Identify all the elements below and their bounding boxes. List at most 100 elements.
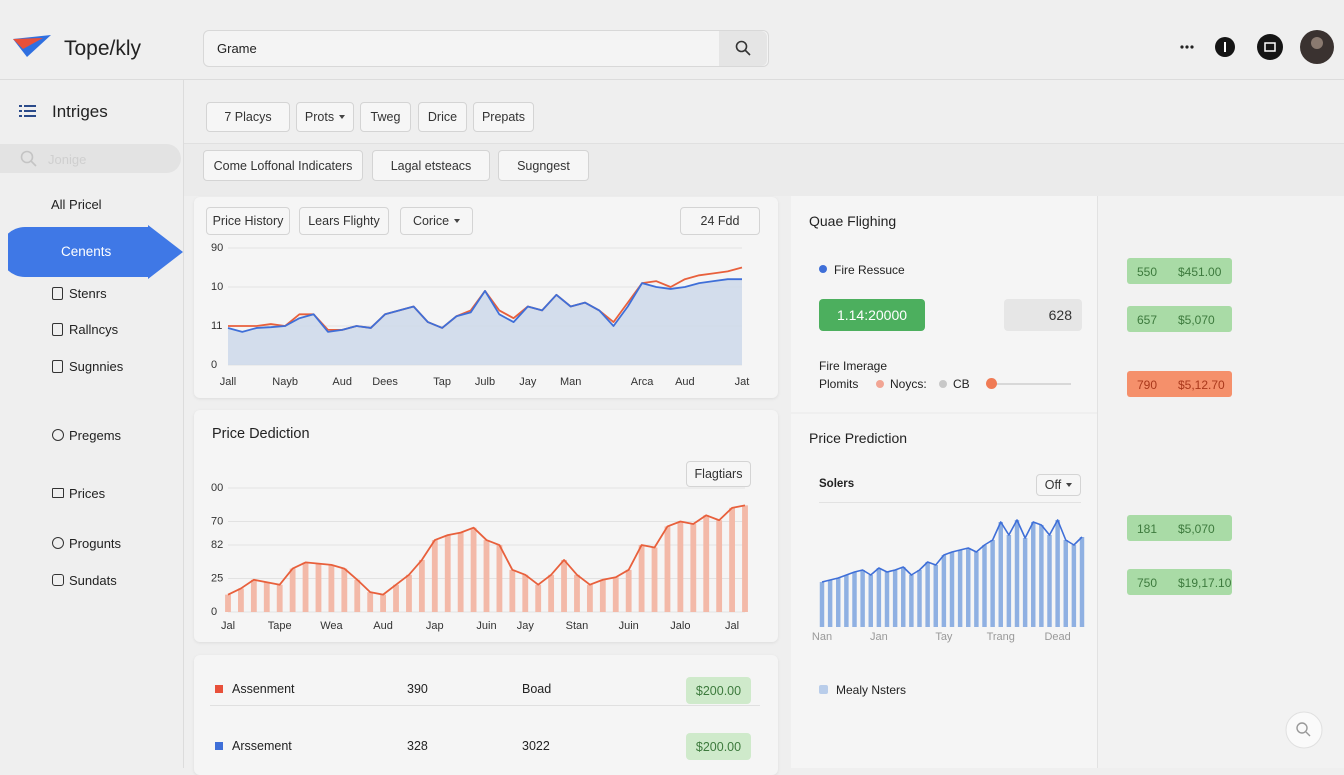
flag-button[interactable]: Flagtiars [686,461,751,487]
prediction-side-panel [791,414,1097,768]
nav-icon [52,574,64,586]
caret [1066,483,1073,487]
nav-icon [52,360,63,373]
nav-item[interactable]: Cenents [61,244,112,259]
panel-title: Price Prediction [809,430,908,446]
tab-button[interactable]: Lears Flighty [299,207,389,235]
nav-item[interactable]: Sundats [69,573,117,588]
sidebar-search-icon [20,150,37,167]
logo-text: Tope/kly [64,37,142,60]
badge: 790 $5,12.70 [1127,371,1232,397]
sidebar-search[interactable] [0,144,181,173]
badge-price: $5,070 [1178,313,1215,327]
table-cell: 3022 [522,739,550,753]
filter-button[interactable]: Drice [418,102,467,132]
badge-count: 181 [1137,522,1158,536]
badge: 181 $5,070 [1127,515,1232,541]
tab-button[interactable]: Price History [206,207,290,235]
filter-text: Prots [304,110,335,124]
nav-icon [52,323,63,336]
filter-label: Plomits [819,377,859,391]
nav-icon [52,537,64,549]
header-icons [1180,30,1334,64]
nav-active[interactable] [8,225,184,279]
range-button[interactable]: 24 Fdd [680,207,760,235]
price-prediction-panel [194,410,778,642]
filter-button[interactable]: Tweg [360,102,411,132]
nav-item[interactable]: Pregems [69,428,122,443]
nav-icon [52,287,63,300]
badge-price: $5,070 [1178,522,1215,536]
filter-button[interactable]: 7 Placys [206,102,290,132]
sidebar-title: Intriges [52,102,108,121]
secondary-value[interactable]: 628 [1004,299,1082,331]
floating-search[interactable] [1284,710,1324,750]
nav-item[interactable]: Rallncys [69,322,119,337]
dropdown-text: Corice [412,214,450,228]
sidebar-search-text: Jonige [48,152,87,167]
badge-price: $451.00 [1178,265,1222,279]
filter-button[interactable]: Sugngest [498,150,589,181]
row-divider [210,705,760,706]
table-cell: Assenment [232,682,295,696]
nav-icon [52,488,64,498]
badge-price: $5,12.70 [1178,378,1225,392]
table-panel [194,655,778,775]
primary-value[interactable]: 1.14:20000 [819,299,925,331]
filter-label: CB [953,377,970,391]
filter-label: Noycs: [890,377,927,391]
dropdown-text: Off [1044,478,1062,492]
badge: 550 $451.00 [1127,258,1232,284]
search-button[interactable] [719,31,767,66]
nav-item[interactable]: Prices [69,486,106,501]
table-cell: Arssement [232,739,292,753]
header-border [0,79,1344,80]
badge-count: 750 [1137,576,1158,590]
legend-marker [819,685,828,694]
table-price: $200.00 [686,733,751,760]
nav-item[interactable]: Progunts [69,536,122,551]
search-box[interactable] [203,30,769,67]
legend-text: Mealy Nsters [836,683,907,697]
table-cell: 390 [407,682,428,696]
panel-title: Price Dediction [212,426,310,442]
nav-item[interactable]: Sugnnies [69,359,124,374]
filter-button[interactable]: Lagal etsteacs [372,150,490,181]
search-icon [735,40,751,56]
filter-dropdown[interactable]: Prots [296,102,354,132]
dropdown[interactable]: Corice [400,207,473,235]
badge: 657 $5,070 [1127,306,1232,332]
logo-icon [13,35,51,57]
filter-button[interactable]: Prepats [473,102,534,132]
divider [819,502,1081,503]
table-price: $200.00 [686,677,751,704]
menu-icon [19,105,36,117]
row-marker [215,742,223,750]
filter-button[interactable]: Come Loffonal Indicaters [203,150,363,181]
badge-price: $19,17.10 [1178,576,1232,590]
legend-text: Fire Ressuce [834,263,905,277]
nav-icon [52,429,64,441]
chart-title: Solers [819,478,855,490]
table-cell: Boad [522,682,552,696]
badge: 750 $19,17.10 [1127,569,1232,595]
filter-dot [939,380,947,388]
search-text: Grame [217,41,257,56]
legend-marker [819,265,827,273]
nav-item[interactable]: Stenrs [69,286,107,301]
slider-track[interactable] [991,383,1071,385]
badge-count: 790 [1137,378,1158,392]
sidebar-border [183,80,184,768]
filter-dot [876,380,884,388]
row-marker [215,685,223,693]
caret [454,219,461,223]
badge-count: 657 [1137,313,1158,327]
nav-item[interactable]: All Pricel [51,197,102,212]
dropdown[interactable]: Off [1036,474,1081,496]
badge-column [1097,196,1344,768]
caret [339,115,346,119]
badge-count: 550 [1137,265,1158,279]
slider-thumb[interactable] [986,378,997,389]
panel-title: Quae Flighing [809,213,897,229]
